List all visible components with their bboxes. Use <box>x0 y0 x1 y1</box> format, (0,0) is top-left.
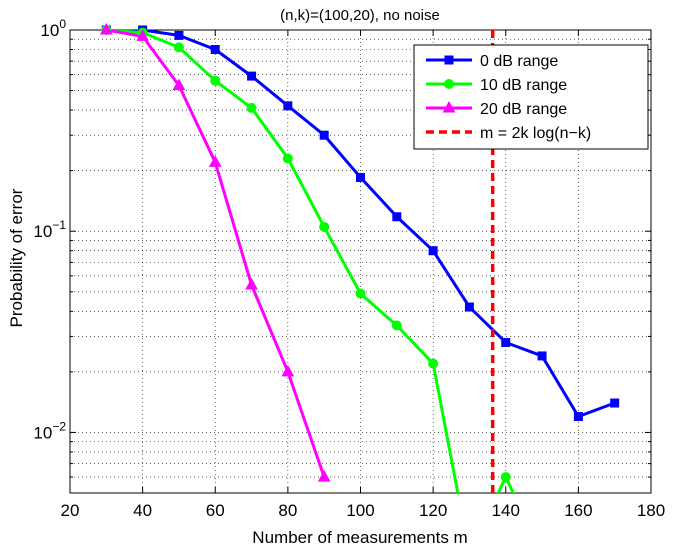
data-point <box>355 288 366 299</box>
x-tick-label: 100 <box>346 501 374 520</box>
data-point <box>172 78 186 90</box>
data-point <box>210 75 221 86</box>
legend-label: 10 dB range <box>480 77 567 94</box>
data-point <box>500 472 511 483</box>
data-point <box>247 71 257 81</box>
data-point <box>501 337 511 347</box>
data-point <box>283 101 293 111</box>
y-axis-label: Probability of error <box>7 188 26 327</box>
data-point <box>282 153 293 164</box>
data-point <box>428 358 439 369</box>
y-tick-label: 100 <box>40 17 66 40</box>
data-point <box>537 351 547 361</box>
legend-label: 20 dB range <box>480 101 567 118</box>
data-point <box>173 42 184 53</box>
data-point <box>392 212 402 222</box>
x-tick-label: 20 <box>61 501 80 520</box>
x-tick-label: 160 <box>564 501 592 520</box>
data-point <box>428 246 438 256</box>
data-point <box>281 364 295 377</box>
legend-marker <box>444 79 454 89</box>
legend-marker <box>442 100 456 113</box>
x-tick-label: 80 <box>278 501 297 520</box>
legend: 0 dB range 10 dB range 20 dB range m = 2k l… <box>413 44 649 150</box>
tick-labels: 20 40 60 80 100 120 140 160 180 100 10−1 10−2 <box>33 17 665 520</box>
legend-label: m = 2k log(n−k) <box>480 125 591 142</box>
data-point <box>246 102 257 113</box>
legend-marker <box>444 55 454 65</box>
x-axis-label: Number of measurements m <box>252 528 467 547</box>
x-tick-label: 140 <box>492 501 520 520</box>
data-point <box>136 29 149 41</box>
data-point <box>464 302 474 312</box>
data-point <box>99 22 113 35</box>
markers-layer <box>99 22 620 483</box>
x-tick-label: 120 <box>419 501 447 520</box>
data-point <box>317 470 331 482</box>
legend-label: 0 dB range <box>480 53 558 70</box>
data-point <box>319 130 329 140</box>
data-point <box>319 221 330 232</box>
data-point <box>174 30 184 40</box>
data-point <box>245 278 258 290</box>
y-tick-label: 10−2 <box>33 419 66 442</box>
data-point <box>573 411 583 421</box>
data-point <box>356 172 365 182</box>
x-tick-label: 180 <box>637 501 665 520</box>
y-tick-label: 10−1 <box>33 218 66 241</box>
data-point <box>391 320 402 331</box>
x-tick-label: 40 <box>133 501 152 520</box>
x-tick-label: 60 <box>206 501 225 520</box>
data-point <box>208 155 222 167</box>
chart-title: (n,k)=(100,20), no noise <box>280 7 440 24</box>
data-point <box>210 44 220 54</box>
data-point <box>610 398 620 408</box>
